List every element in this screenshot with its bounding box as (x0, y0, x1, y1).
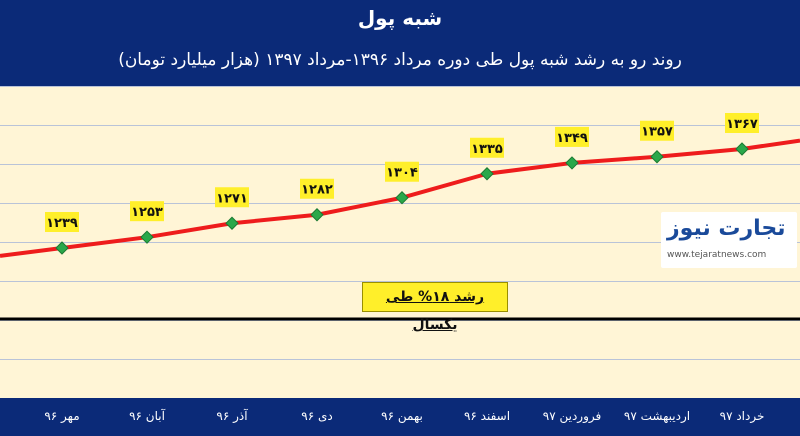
data-label-box (725, 113, 759, 133)
x-tick-label: آبان ۹۶ (129, 409, 165, 423)
x-tick-label: مهر ۹۶ (44, 409, 80, 423)
growth-annotation-text: رشد ۱۸% طی یکسال (385, 289, 485, 333)
data-point-marker (565, 156, 579, 170)
data-label-box (470, 137, 504, 158)
growth-annotation: رشد ۱۸% طی یکسال (362, 282, 508, 333)
data-label-box (300, 178, 334, 199)
data-point-marker (650, 150, 664, 164)
data-label-box (640, 120, 674, 141)
x-tick-label: اسفند ۹۶ (463, 409, 511, 423)
x-tick-label: دی ۹۶ (301, 409, 333, 423)
x-axis: مهر ۹۶ آبان ۹۶ آذر ۹۶ دی ۹۶ بهمن ۹۶ اسفند ۹۶ ف… (0, 398, 800, 436)
data-label-box (130, 201, 164, 222)
x-tick-label: آذر ۹۶ (216, 409, 248, 423)
data-label: ۱۲۳۹ (46, 216, 78, 231)
brand-logo: تجارت نیوز www.tejaratnews.com (661, 212, 797, 268)
data-point-marker (395, 191, 409, 205)
data-point-marker (225, 216, 239, 230)
data-label: ۱۳۳۵ (471, 142, 503, 157)
data-point-marker (140, 230, 154, 244)
data-label: ۱۳۵۷ (641, 125, 673, 140)
line-chart: ۱۲۳۹ ۱۲۵۳ ۱۲۷۱ ۱۲۸۲ ۱۳۰۴ ۱۳۳۵ ۱۳۴۹ ۱۳۵۷ ۱۳۶۷ (0, 86, 800, 360)
data-label: ۱۳۴۹ (556, 131, 588, 146)
x-tick-label: فروردین ۹۷ (542, 409, 602, 423)
data-label-box (45, 212, 79, 232)
x-tick-label: اردیبهشت ۹۷ (623, 409, 691, 423)
data-point-marker (310, 208, 324, 222)
data-label: ۱۲۷۱ (216, 191, 248, 206)
data-label-box (555, 126, 589, 147)
data-label: ۱۲۵۳ (131, 205, 163, 220)
data-label-box (215, 187, 249, 208)
data-label: ۱۳۰۴ (386, 166, 418, 181)
data-label-box (385, 161, 419, 182)
data-label: ۱۲۸۲ (301, 183, 333, 198)
brand-logo-name: تجارت نیوز (667, 216, 786, 241)
x-tick-label: بهمن ۹۶ (381, 409, 423, 423)
chart-header: شبه پول روند رو به رشد شبه پول طی دوره م… (0, 0, 800, 86)
data-point-marker (480, 167, 494, 181)
x-tick-label: خرداد ۹۷ (719, 409, 765, 423)
brand-logo-url: www.tejaratnews.com (667, 250, 767, 260)
data-label: ۱۳۶۷ (726, 117, 758, 132)
chart-title: شبه پول (357, 6, 443, 30)
chart-subtitle: روند رو به رشد شبه پول طی دوره مرداد ۱۳۹… (118, 50, 682, 70)
data-point-marker (55, 241, 69, 255)
data-point-marker (735, 142, 749, 156)
